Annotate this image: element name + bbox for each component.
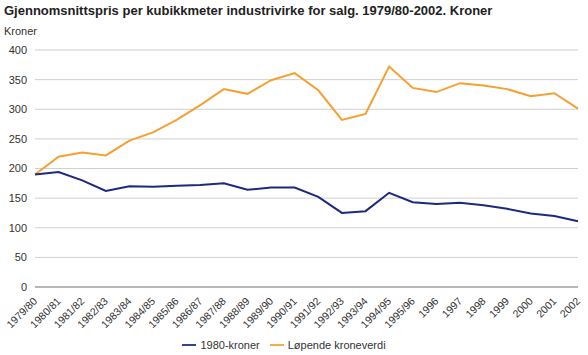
svg-text:1995/96: 1995/96 xyxy=(382,295,417,330)
svg-text:1983/84: 1983/84 xyxy=(98,294,134,331)
svg-text:1997: 1997 xyxy=(439,295,464,320)
svg-text:1991/92: 1991/92 xyxy=(287,294,323,331)
svg-text:1999: 1999 xyxy=(486,295,511,320)
svg-text:1988/89: 1988/89 xyxy=(216,294,252,331)
svg-text:50: 50 xyxy=(15,251,27,263)
svg-text:150: 150 xyxy=(9,192,27,204)
svg-text:200: 200 xyxy=(9,162,27,174)
svg-text:1993/94: 1993/94 xyxy=(334,294,370,331)
svg-text:1985/86: 1985/86 xyxy=(145,294,181,331)
svg-text:1998: 1998 xyxy=(463,295,488,320)
svg-text:1981/82: 1981/82 xyxy=(51,294,87,331)
svg-text:1980/81: 1980/81 xyxy=(27,294,63,331)
svg-text:1982/83: 1982/83 xyxy=(74,294,111,331)
svg-text:2000: 2000 xyxy=(510,295,535,320)
html-text:Gjennomsnittspris per kubikkme: Gjennomsnittspris per kubikkmeter indust… xyxy=(4,3,493,18)
svg-text:100: 100 xyxy=(9,222,27,234)
svg-text:300: 300 xyxy=(9,103,27,115)
html-text:Kroner: Kroner xyxy=(4,25,37,37)
html-text:Løpende kroneverdi: Løpende kroneverdi xyxy=(287,339,386,351)
svg-text:1986/87: 1986/87 xyxy=(169,294,205,331)
svg-text:1987/88: 1987/88 xyxy=(192,294,229,331)
svg-text:1990/91: 1990/91 xyxy=(263,294,299,331)
svg-text:1984/85: 1984/85 xyxy=(122,294,158,331)
svg-text:1996: 1996 xyxy=(416,295,441,320)
svg-text:250: 250 xyxy=(9,133,27,145)
svg-text:400: 400 xyxy=(9,44,27,56)
svg-text:1992/93: 1992/93 xyxy=(310,294,347,331)
svg-text:2002: 2002 xyxy=(557,295,580,320)
svg-text:1994/95: 1994/95 xyxy=(358,294,394,331)
svg-text:2001: 2001 xyxy=(534,295,559,320)
svg-text:1989/90: 1989/90 xyxy=(240,294,276,331)
html-text:1980-kroner: 1980-kroner xyxy=(200,339,260,351)
svg-text:0: 0 xyxy=(21,281,27,293)
svg-text:350: 350 xyxy=(9,74,27,86)
